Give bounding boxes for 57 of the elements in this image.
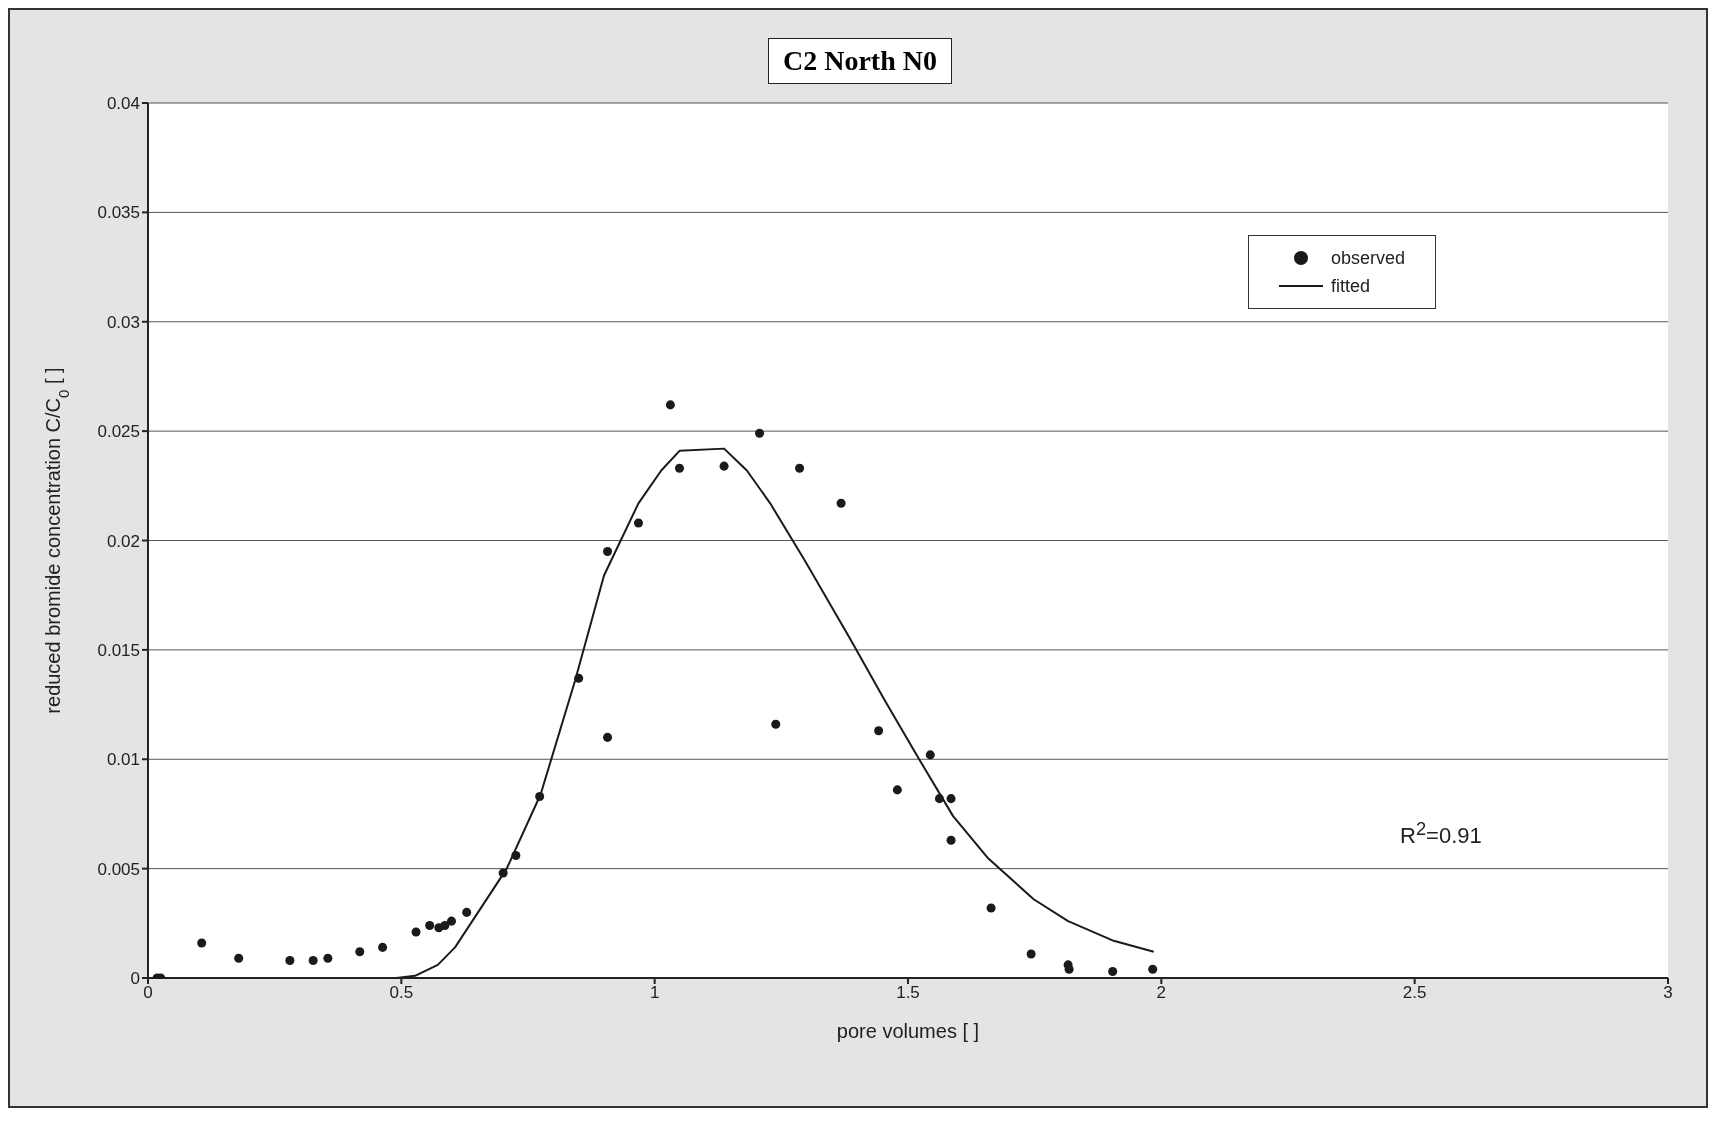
y-tick-label: 0.02 <box>106 531 140 551</box>
point <box>197 938 207 948</box>
x-axis-title: pore volumes [ ] <box>836 1020 980 1042</box>
point <box>836 498 846 508</box>
x-tick-label: 2 <box>1156 983 1167 1003</box>
legend-label: observed <box>1330 247 1405 270</box>
y-tick-label: 0.03 <box>106 312 140 332</box>
point <box>946 794 956 804</box>
point <box>378 942 388 952</box>
point <box>892 785 902 795</box>
x-tick-label: 1 <box>649 983 660 1003</box>
point <box>946 835 956 845</box>
point <box>633 518 643 528</box>
y-tick-label: 0.005 <box>97 859 140 879</box>
point <box>535 791 545 801</box>
y-tick-label: 0.025 <box>97 422 140 442</box>
point <box>355 947 365 957</box>
y-tick-label: 0 <box>130 969 140 989</box>
x-tick-label: 1.5 <box>896 983 920 1003</box>
point <box>986 903 996 913</box>
point <box>771 719 781 729</box>
point <box>462 907 472 917</box>
point <box>440 920 450 931</box>
chart-title: C2 North N0 <box>768 38 952 84</box>
point <box>1108 966 1118 976</box>
x-tick-label: 3 <box>1663 983 1673 1003</box>
point <box>603 546 613 556</box>
point <box>446 916 457 926</box>
point <box>719 461 729 471</box>
point <box>323 953 333 963</box>
legend-label: fitted <box>1330 275 1370 298</box>
point <box>498 868 508 878</box>
point <box>1148 964 1158 974</box>
x-tick-label: 0 <box>143 983 153 1003</box>
point <box>308 955 318 966</box>
point <box>795 463 805 473</box>
point <box>511 850 521 861</box>
point <box>285 955 295 966</box>
point <box>874 726 884 736</box>
x-tick-label: 0.5 <box>389 983 414 1003</box>
point <box>425 920 435 931</box>
point <box>665 400 675 410</box>
annotation: R$^{2}$=0.91 <box>1400 818 1482 850</box>
y-tick-label: 0.04 <box>106 94 140 114</box>
point <box>234 953 244 963</box>
point <box>755 428 765 438</box>
point <box>674 463 685 473</box>
point <box>411 927 421 937</box>
x-tick-label: 2.5 <box>1402 983 1427 1003</box>
point <box>1026 949 1036 959</box>
point <box>925 750 935 760</box>
point <box>603 732 613 742</box>
point <box>574 673 584 683</box>
y-tick-label: 0.01 <box>106 750 140 770</box>
y-tick-label: 0.015 <box>97 640 140 660</box>
point <box>934 794 944 804</box>
y-tick-label: 0.035 <box>97 203 140 223</box>
